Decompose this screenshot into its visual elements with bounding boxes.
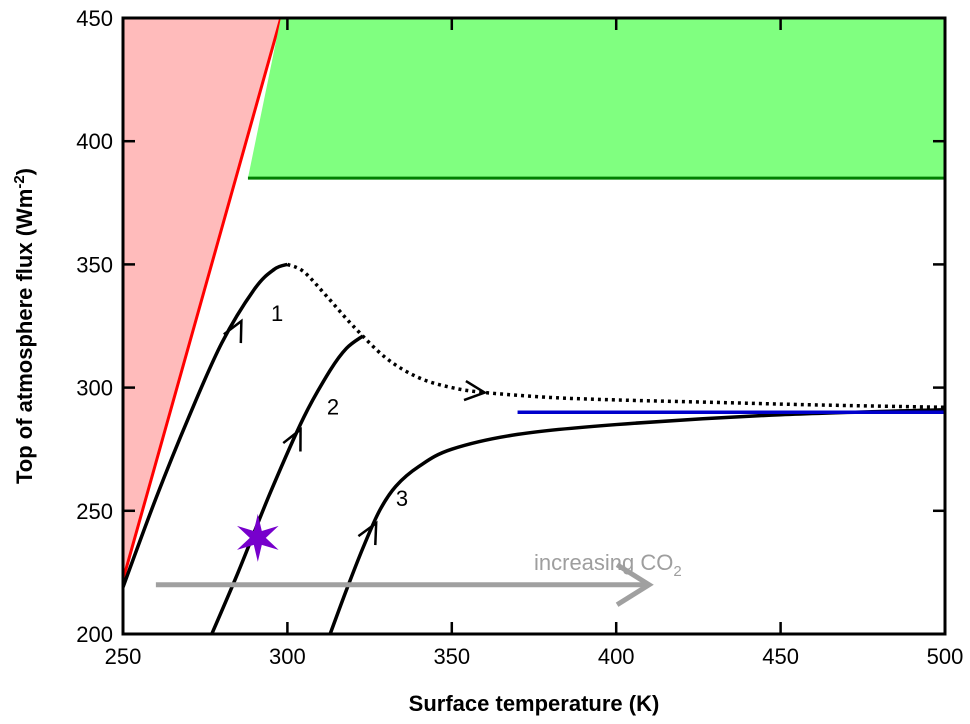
x-tick-label: 300	[269, 644, 306, 669]
plot-frame	[121, 16, 947, 636]
y-tick-label: 300	[76, 376, 113, 401]
curve-1	[123, 262, 289, 588]
y-tick-label: 450	[76, 6, 113, 31]
star-marker	[237, 513, 279, 562]
x-tick-label: 500	[927, 644, 964, 669]
curve-2-label: 2	[327, 395, 339, 420]
curve-arrows	[223, 318, 488, 546]
curve-1-dotted-arrow	[463, 379, 488, 402]
x-tick-label: 400	[598, 644, 635, 669]
y-tick-label: 350	[76, 252, 113, 277]
x-tick-label: 350	[433, 644, 470, 669]
curve-3	[328, 408, 945, 634]
y-axis-title-close: )	[12, 168, 37, 175]
curve-1-arrow	[223, 318, 243, 344]
curves	[123, 262, 945, 634]
y-tick-label: 200	[76, 622, 113, 647]
curve-1-label: 1	[271, 301, 283, 326]
x-tick-label: 250	[105, 644, 142, 669]
shaded-regions	[123, 18, 945, 581]
curve-2	[210, 334, 365, 634]
annotation-text-main: increasing CO	[534, 550, 673, 575]
annotation-text-sub: 2	[673, 563, 681, 580]
curve-labels: 1 2 3	[271, 301, 408, 511]
curve-1-dotted	[286, 262, 945, 410]
marker-layer	[237, 513, 279, 562]
x-axis-title: Surface temperature (K)	[409, 691, 660, 716]
x-tick-label: 450	[762, 644, 799, 669]
annotation-arrow-head	[615, 562, 654, 607]
curve-3-arrow	[357, 520, 378, 546]
red-region-edge	[123, 18, 283, 581]
annotation-layer: increasing CO2	[155, 550, 682, 607]
curve-3-label: 3	[396, 486, 408, 511]
y-axis-title: Top of atmosphere flux (Wm-2)	[11, 168, 37, 484]
annotation-text: increasing CO2	[534, 550, 682, 580]
y-axis-title-sup: -2	[11, 175, 28, 188]
y-tick-label: 400	[76, 129, 113, 154]
green-region	[247, 18, 945, 179]
curve-2-arrow	[282, 426, 302, 452]
y-tick-label: 250	[76, 499, 113, 524]
